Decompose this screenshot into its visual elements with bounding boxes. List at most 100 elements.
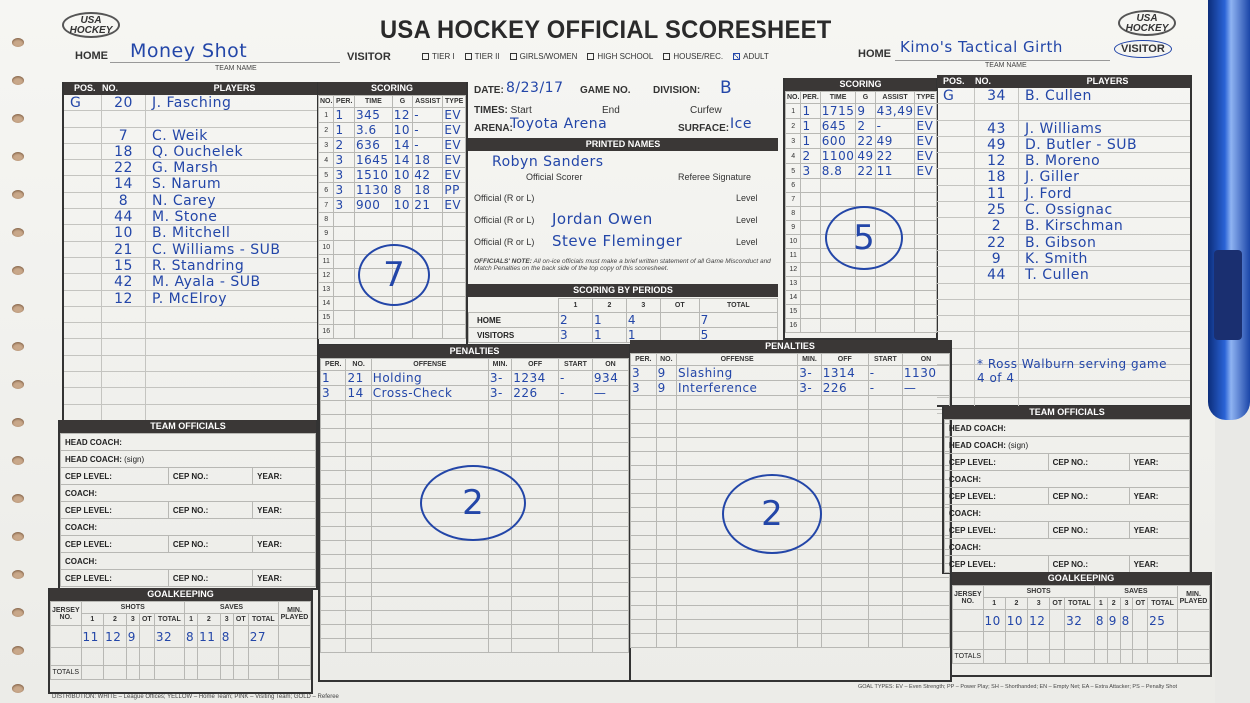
goal-type: EV: [442, 152, 466, 168]
penalty-off: [511, 456, 559, 471]
penalty-per: [319, 470, 347, 485]
official-scorer-name: Robyn Sanders: [492, 154, 604, 170]
penalty-on: [591, 540, 630, 555]
penalty-offense: [676, 577, 799, 592]
goal-per: 3: [333, 197, 355, 213]
scoring-col-header: PER.: [800, 91, 821, 104]
penalty-on: [591, 400, 630, 415]
penalty-off: [820, 395, 869, 410]
penalty-off: [820, 493, 869, 508]
roster-player-name: [1019, 104, 1190, 119]
penalty-on: —: [901, 380, 951, 396]
period-header: TOTAL: [698, 298, 779, 313]
penalty-row: [319, 428, 630, 443]
penalty-offense: [370, 540, 489, 555]
head-coach-sign-field[interactable]: HEAD COACH: (sign): [60, 450, 316, 468]
category-label: ADULT: [743, 52, 769, 61]
penalty-no: [655, 563, 678, 578]
category-checkbox[interactable]: GIRLS/WOMEN: [509, 52, 577, 61]
head-coach-field[interactable]: HEAD COACH:: [944, 419, 1190, 437]
gk-saves: [232, 625, 249, 648]
scoring-col-header: ASSIST: [874, 91, 916, 104]
goal-time: [354, 212, 393, 227]
goal-no: 7: [317, 197, 335, 213]
goal-no: 16: [317, 324, 335, 339]
penalty-off: [511, 540, 559, 555]
gk-col-header: TOTAL: [153, 613, 185, 626]
penalty-no: 9: [655, 380, 678, 396]
penalty-no: [345, 540, 372, 555]
goal-per: [800, 178, 821, 193]
goal-per: [333, 212, 355, 227]
roster-player-name: [146, 405, 317, 420]
penalty-offense: [370, 554, 489, 569]
penalty-per: [319, 400, 347, 415]
penalty-on: [591, 526, 630, 541]
roster-row: 12 P. McElroy: [64, 290, 317, 307]
coach-field[interactable]: COACH:: [944, 538, 1190, 556]
penalty-offense: [676, 437, 799, 452]
roster-number: 43: [975, 120, 1019, 137]
penalty-row: [630, 409, 951, 424]
coach-field[interactable]: COACH:: [60, 518, 316, 536]
roster-pos: [64, 127, 102, 143]
roster-pos: [64, 192, 102, 209]
head-coach-field[interactable]: HEAD COACH:: [60, 433, 316, 451]
penalty-no: [345, 428, 372, 443]
visitor-goalkeeping-title: GOALKEEPING: [952, 572, 1210, 585]
goal-time: [819, 178, 857, 193]
penalty-on: [591, 484, 630, 499]
roster-row: 49 D. Butler - SUB: [937, 136, 1190, 154]
goal-type: [442, 268, 466, 283]
roster-row: 12 B. Moreno: [937, 153, 1190, 170]
roster-row: [937, 283, 1190, 300]
category-checkbox[interactable]: HIGH SCHOOL: [587, 52, 653, 61]
goal-no: 16: [784, 318, 802, 333]
roster-number: 42: [102, 274, 146, 290]
penalty-start: -: [867, 380, 903, 396]
penalty-no: [345, 638, 372, 653]
cep-no-field: CEP NO.:: [1047, 453, 1130, 471]
coach-field[interactable]: COACH:: [944, 470, 1190, 488]
roster-player-name: M. Stone: [152, 209, 218, 226]
goal-no: 3: [784, 133, 802, 149]
penalty-offense: [676, 423, 799, 438]
goal-assist: 18: [412, 182, 444, 198]
roster-row: 8 N. Carey: [64, 192, 317, 210]
penalty-off: [511, 568, 559, 583]
penalty-no: [345, 484, 372, 499]
goal-type: [914, 220, 937, 235]
category-checkbox[interactable]: TIER II: [464, 52, 500, 61]
goal-assist: 22: [874, 148, 916, 164]
goal-assist: 42: [412, 167, 444, 183]
roster-number: 44: [975, 267, 1019, 283]
roster-pos: [937, 283, 975, 299]
penalty-no: [345, 414, 372, 429]
gk-totals-label: TOTALS: [50, 665, 82, 680]
penalty-on: [591, 582, 630, 597]
gk-shots: 9: [125, 625, 140, 648]
roster-pos: [937, 169, 975, 185]
coach-field[interactable]: COACH:: [60, 552, 316, 570]
goal-no: 11: [784, 248, 802, 263]
coach-field[interactable]: COACH:: [60, 484, 316, 502]
scoring-col-header: G: [391, 95, 414, 108]
gk-saves: [1132, 609, 1149, 632]
roster-pos: [64, 323, 102, 339]
penalty-col-header: START: [557, 358, 593, 371]
roster-number: [102, 306, 146, 323]
category-checkbox[interactable]: HOUSE/REC.: [663, 52, 723, 61]
head-coach-sign-field[interactable]: HEAD COACH: (sign): [944, 436, 1190, 454]
official-name: Jordan Owen: [552, 210, 653, 228]
year-field: YEAR:: [252, 569, 316, 587]
cep-no-field: CEP NO.:: [1047, 555, 1130, 573]
category-checkbox[interactable]: TIER I: [422, 52, 455, 61]
gk-col-header: OT: [1132, 597, 1149, 610]
coach-field[interactable]: COACH:: [944, 504, 1190, 522]
penalty-start: [867, 591, 903, 606]
penalty-col-header: NO.: [345, 358, 372, 371]
goal-no: 5: [317, 167, 335, 183]
category-checkbox[interactable]: ADULT: [733, 52, 769, 61]
cep-no-field: CEP NO.:: [167, 569, 254, 587]
gk-col-header: 1: [183, 613, 199, 626]
